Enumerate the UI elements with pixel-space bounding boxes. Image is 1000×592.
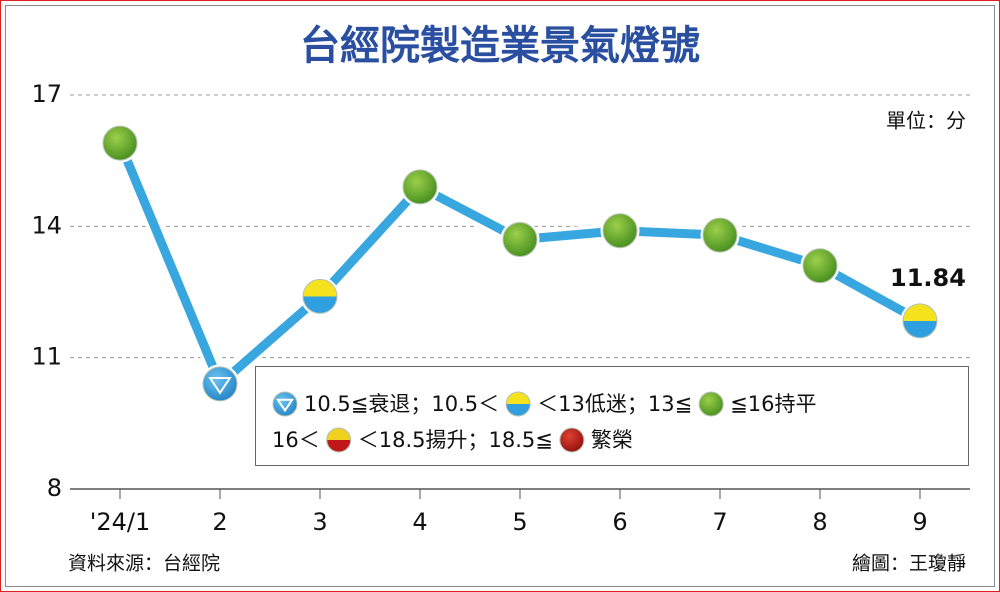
x-tick-label: 5 [512,508,527,536]
marker-body [400,167,440,207]
marker-body [800,246,840,286]
marker-body [696,389,726,419]
legend-box [255,366,969,466]
marker-body [500,219,540,259]
marker-rim [402,169,438,205]
marker-rim [902,303,938,339]
marker-body [700,215,740,255]
legend: 10.5≦衰退；10.5＜ ＜13低迷；13≦ ≦16持平 16＜ ＜18.5揚升；18… [255,366,969,466]
legend-text: ＜18.5揚升；18.5≦ [358,428,553,452]
source: 資料來源：台經院 [68,553,220,575]
marker-rim [272,391,298,417]
legend-text: 繁榮 [591,428,633,452]
chart-title: 台經院製造業景氣燈號 [300,23,700,69]
marker [324,425,354,455]
marker-body [600,211,640,251]
unit-label: 單位：分 [886,109,966,133]
marker-body [324,425,354,455]
marker-body [557,425,587,455]
marker-rim [326,427,352,453]
marker-body [100,123,140,163]
marker-rim [202,366,238,402]
marker [500,219,540,259]
marker-body [270,389,300,419]
marker [600,211,640,251]
y-tick-label: 8 [47,474,62,502]
marker-triangle [208,376,232,395]
marker-rim [698,391,724,417]
marker-rim [505,391,531,417]
marker-rim [602,213,638,249]
legend-text: 16＜ [272,428,320,452]
inner-frame [5,5,995,587]
legend-text: 10.5≦衰退；10.5＜ [304,392,499,416]
x-tick-label: 9 [912,508,927,536]
marker-rim [502,221,538,257]
x-tick-label: 3 [312,508,327,536]
legend-text: ＜13低迷；13≦ [537,392,692,416]
marker [270,389,300,419]
marker [557,425,587,455]
x-tick-label: 7 [712,508,727,536]
x-tick-label: '24/1 [90,508,151,536]
marker-rim [102,125,138,161]
marker [100,123,140,163]
x-tick-label: 6 [612,508,627,536]
marker [400,167,440,207]
marker-rim [802,248,838,284]
marker-body [503,389,533,419]
marker-rim [302,278,338,314]
marker-body [300,276,340,316]
value-label: 11.84 [890,264,966,292]
marker-triangle [275,398,295,413]
marker-body [900,301,940,341]
y-tick-label: 14 [31,211,62,239]
marker-rim [559,427,585,453]
marker [800,246,840,286]
marker [200,364,240,404]
marker [700,215,740,255]
marker-rim [702,217,738,253]
marker [300,276,340,316]
x-tick-label: 8 [812,508,827,536]
x-tick-label: 2 [212,508,227,536]
legend-text: ≦16持平 [730,392,816,416]
marker [900,301,940,341]
marker [503,389,533,419]
marker [696,389,726,419]
marker-body [200,364,240,404]
x-tick-label: 4 [412,508,427,536]
y-tick-label: 17 [31,80,62,108]
y-tick-label: 11 [31,343,62,371]
credit: 繪圖：王瓊靜 [852,553,966,575]
